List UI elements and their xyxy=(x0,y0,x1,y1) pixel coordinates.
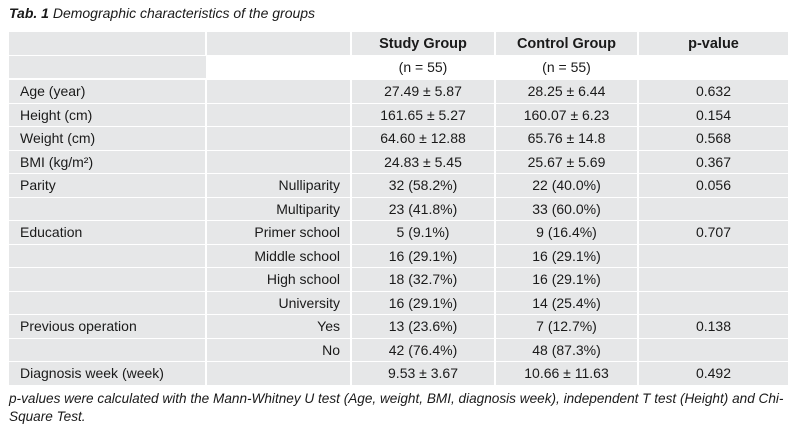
control-group-cell: 48 (87.3%) xyxy=(494,338,638,362)
table-row: Weight (cm) 64.60 ± 12.88 65.76 ± 14.8 0.56… xyxy=(9,126,788,151)
control-group-cell: 160.07 ± 6.23 xyxy=(494,103,638,127)
study-group-cell: 42 (76.4%) xyxy=(350,338,495,362)
study-group-cell: 5 (9.1%) xyxy=(350,220,495,245)
study-group-cell: 23 (41.8%) xyxy=(350,197,495,221)
category-cell: Middle school xyxy=(205,244,351,268)
study-group-cell: 27.49 ± 5.87 xyxy=(350,79,495,104)
header-p-value: p-value xyxy=(637,32,788,56)
table-row: Height (cm) 161.65 ± 5.27 160.07 ± 6.23 0.1… xyxy=(9,103,788,127)
control-group-cell: 22 (40.0%) xyxy=(494,173,638,198)
table-row: Previous operation Yes 13 (23.6%) 7 (12.7%)… xyxy=(9,314,788,339)
table-row: Multiparity 23 (41.8%) 33 (60.0%) xyxy=(9,197,788,221)
category-cell xyxy=(205,126,351,151)
study-group-cell: 16 (29.1%) xyxy=(350,244,495,268)
header-study-group: Study Group xyxy=(350,32,495,56)
table-body: Study Group Control Group p-value (n = 5… xyxy=(9,32,788,386)
study-group-cell: 13 (23.6%) xyxy=(350,314,495,339)
variable-cell xyxy=(9,244,206,268)
table-row: Middle school 16 (29.1%) 16 (29.1%) xyxy=(9,244,788,268)
study-group-cell: 16 (29.1%) xyxy=(350,291,495,315)
category-cell xyxy=(205,150,351,174)
control-group-cell: 33 (60.0%) xyxy=(494,197,638,221)
control-group-cell: 10.66 ± 11.63 xyxy=(494,361,638,386)
p-value-cell: 0.154 xyxy=(637,103,788,127)
subheader-row: (n = 55) (n = 55) xyxy=(9,55,788,80)
control-group-cell: 16 (29.1%) xyxy=(494,244,638,268)
study-group-cell: 9.53 ± 3.67 xyxy=(350,361,495,386)
category-cell: University xyxy=(205,291,351,315)
table-caption: Tab. 1 Demographic characteristics of th… xyxy=(9,5,315,21)
control-group-cell: 14 (25.4%) xyxy=(494,291,638,315)
table-footnote: p-values were calculated with the Mann-W… xyxy=(9,391,784,424)
variable-cell xyxy=(9,267,206,292)
p-value-cell xyxy=(637,338,788,362)
table-row: Education Primer school 5 (9.1%) 9 (16.4%) 0… xyxy=(9,220,788,245)
study-group-cell: 32 (58.2%) xyxy=(350,173,495,198)
study-group-cell: 24.83 ± 5.45 xyxy=(350,150,495,174)
p-value-cell xyxy=(637,291,788,315)
demographics-table: Study Group Control Group p-value (n = 5… xyxy=(9,32,788,386)
table-title: Demographic characteristics of the group… xyxy=(52,5,316,21)
variable-cell: Parity xyxy=(9,173,206,198)
control-group-cell: 7 (12.7%) xyxy=(494,314,638,339)
p-value-cell: 0.056 xyxy=(637,173,788,198)
subheader-control-n: (n = 55) xyxy=(494,55,638,80)
subheader-p-cell xyxy=(637,55,788,80)
control-group-cell: 65.76 ± 14.8 xyxy=(494,126,638,151)
header-control-group: Control Group xyxy=(494,32,638,56)
control-group-cell: 25.67 ± 5.69 xyxy=(494,150,638,174)
variable-cell: Education xyxy=(9,220,206,245)
variable-cell: Diagnosis week (week) xyxy=(9,361,206,386)
table-row: Age (year) 27.49 ± 5.87 28.25 ± 6.44 0.632 xyxy=(9,79,788,104)
category-cell xyxy=(205,361,351,386)
variable-cell: BMI (kg/m²) xyxy=(9,150,206,174)
category-cell: Yes xyxy=(205,314,351,339)
subheader-study-n: (n = 55) xyxy=(350,55,495,80)
header-variable-cell xyxy=(9,32,206,56)
p-value-cell: 0.568 xyxy=(637,126,788,151)
category-cell xyxy=(205,79,351,104)
control-group-cell: 28.25 ± 6.44 xyxy=(494,79,638,104)
category-cell xyxy=(205,103,351,127)
variable-cell: Weight (cm) xyxy=(9,126,206,151)
subheader-variable-cell xyxy=(9,55,206,80)
p-value-cell: 0.632 xyxy=(637,79,788,104)
table-row: No 42 (76.4%) 48 (87.3%) xyxy=(9,338,788,362)
study-group-cell: 161.65 ± 5.27 xyxy=(350,103,495,127)
p-value-cell: 0.492 xyxy=(637,361,788,386)
p-value-cell xyxy=(637,267,788,292)
table-row: High school 18 (32.7%) 16 (29.1%) xyxy=(9,267,788,292)
variable-cell xyxy=(9,291,206,315)
p-value-cell xyxy=(637,197,788,221)
p-value-cell xyxy=(637,244,788,268)
category-cell: Nulliparity xyxy=(205,173,351,198)
variable-cell xyxy=(9,338,206,362)
control-group-cell: 9 (16.4%) xyxy=(494,220,638,245)
subheader-category-cell xyxy=(206,55,351,80)
header-row: Study Group Control Group p-value xyxy=(9,32,788,56)
variable-cell: Height (cm) xyxy=(9,103,206,127)
p-value-cell: 0.367 xyxy=(637,150,788,174)
category-cell: Multiparity xyxy=(205,197,351,221)
table-number: Tab. 1 xyxy=(9,5,49,21)
table-row: University 16 (29.1%) 14 (25.4%) xyxy=(9,291,788,315)
variable-cell: Age (year) xyxy=(9,79,206,104)
p-value-cell: 0.707 xyxy=(637,220,788,245)
table-row: BMI (kg/m²) 24.83 ± 5.45 25.67 ± 5.69 0.367 xyxy=(9,150,788,174)
variable-cell: Previous operation xyxy=(9,314,206,339)
category-cell: No xyxy=(205,338,351,362)
category-cell: High school xyxy=(205,267,351,292)
header-category-cell xyxy=(205,32,351,56)
table-row: Diagnosis week (week) 9.53 ± 3.67 10.66 ± … xyxy=(9,361,788,386)
study-group-cell: 18 (32.7%) xyxy=(350,267,495,292)
variable-cell xyxy=(9,197,206,221)
p-value-cell: 0.138 xyxy=(637,314,788,339)
control-group-cell: 16 (29.1%) xyxy=(494,267,638,292)
table-row: Parity Nulliparity 32 (58.2%) 22 (40.0%) 0.0… xyxy=(9,173,788,198)
study-group-cell: 64.60 ± 12.88 xyxy=(350,126,495,151)
category-cell: Primer school xyxy=(205,220,351,245)
